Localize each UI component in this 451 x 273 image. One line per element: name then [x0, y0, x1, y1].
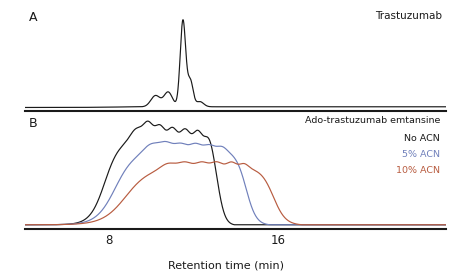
Text: Retention time (min): Retention time (min) — [167, 260, 284, 270]
Text: 5% ACN: 5% ACN — [402, 150, 440, 159]
Text: Ado-trastuzumab emtansine: Ado-trastuzumab emtansine — [305, 116, 440, 125]
Text: No ACN: No ACN — [405, 134, 440, 143]
Text: B: B — [29, 117, 37, 130]
Text: A: A — [29, 11, 37, 24]
Text: Trastuzumab: Trastuzumab — [375, 11, 442, 21]
Text: 10% ACN: 10% ACN — [396, 166, 440, 175]
